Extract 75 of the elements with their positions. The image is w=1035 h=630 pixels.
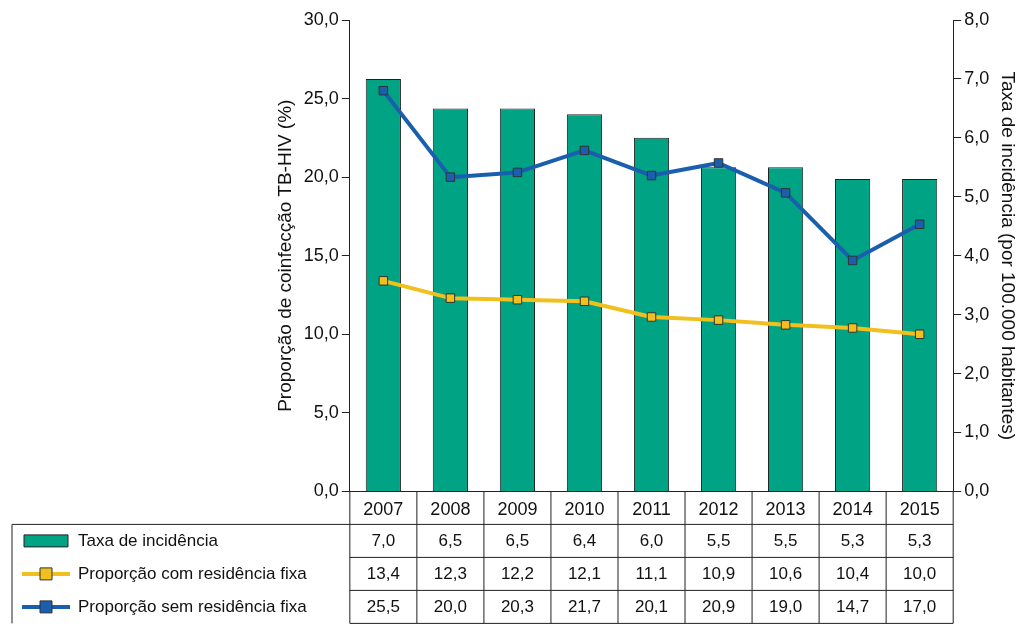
point [914, 219, 925, 230]
legend-label: Proporção sem residência fixa [78, 596, 308, 616]
y2-tick-label: 0,0 [964, 480, 990, 501]
y-tick-label: 0,0 [313, 480, 339, 501]
x-tick-label: 2012 [698, 499, 739, 520]
y-tick-label: 20,0 [303, 166, 339, 187]
y2-tick-label: 2,0 [964, 362, 990, 383]
y-tick-label: 15,0 [303, 244, 339, 265]
y2-tick-label: 8,0 [964, 8, 990, 29]
y-tick-label: 5,0 [313, 401, 339, 422]
data-label: 5,3 [907, 530, 932, 550]
point [847, 255, 858, 266]
data-label: 20,1 [634, 596, 669, 616]
data-label: 10,9 [702, 563, 736, 583]
data-label: 10,0 [903, 563, 937, 583]
data-label: 12,3 [433, 563, 467, 583]
y2-tick-label: 6,0 [964, 126, 990, 147]
y2-tick-label: 1,0 [964, 421, 990, 442]
data-label: 11,1 [635, 563, 668, 583]
point [713, 158, 724, 168]
data-label: 21,7 [567, 596, 602, 616]
y2-tick-label: 3,0 [964, 303, 990, 324]
data-label: 14,7 [836, 596, 870, 616]
x-tick-label: 2008 [430, 499, 471, 520]
point [847, 323, 858, 333]
point [780, 320, 791, 330]
data-label: 20,9 [702, 596, 736, 616]
y-tick-label: 30,0 [303, 8, 339, 29]
legend-label: Proporção com residência fixa [78, 563, 308, 583]
data-label: 6,5 [505, 530, 530, 550]
legend-label: Taxa de incidência [78, 530, 219, 550]
data-label: 5,3 [840, 530, 865, 550]
y-tick-label: 25,0 [303, 87, 339, 108]
data-label: 10,6 [769, 563, 803, 583]
data-label: 5,5 [773, 530, 798, 550]
x-tick-label: 2014 [832, 499, 873, 520]
x-tick-label: 2007 [363, 499, 404, 520]
data-label: 5,5 [706, 530, 731, 550]
point [445, 172, 456, 182]
data-label: 17,0 [903, 596, 937, 616]
x-tick-label: 2013 [765, 499, 806, 520]
data-label: 12,2 [500, 563, 534, 583]
point [579, 296, 590, 307]
point [378, 276, 389, 286]
x-tick-label: 2011 [632, 499, 671, 520]
data-label: 6,0 [639, 530, 664, 550]
data-label: 7,0 [371, 530, 396, 550]
data-label: 19,0 [769, 596, 803, 616]
y2-tick-label: 7,0 [964, 67, 990, 88]
data-label: 12,1 [567, 563, 602, 583]
y-tick-label: 10,0 [303, 323, 339, 344]
data-label: 6,4 [572, 530, 597, 550]
y2-tick-label: 5,0 [964, 185, 990, 206]
data-label: 25,5 [366, 596, 400, 616]
point [512, 167, 523, 178]
point [445, 293, 456, 303]
point [378, 85, 389, 96]
x-tick-label: 2015 [899, 499, 940, 520]
point [914, 329, 925, 340]
point [646, 312, 657, 322]
y-axis-title: Proporção de coinfecção TB-HIV (%) [273, 99, 295, 412]
data-label: 20,3 [500, 596, 534, 616]
y2-axis-title: Taxa de incidência (por 100.000 habitantes) [998, 71, 1020, 441]
point [780, 188, 791, 198]
data-label: 10,4 [836, 563, 870, 583]
x-tick-label: 2009 [497, 499, 538, 520]
data-label: 6,5 [438, 530, 463, 550]
point [512, 294, 523, 305]
x-tick-label: 2010 [564, 499, 605, 520]
point [646, 170, 657, 181]
point [579, 145, 590, 156]
data-label: 13,4 [366, 563, 400, 583]
data-label: 20,0 [433, 596, 467, 616]
y2-tick-label: 4,0 [964, 244, 990, 265]
point [713, 315, 724, 325]
